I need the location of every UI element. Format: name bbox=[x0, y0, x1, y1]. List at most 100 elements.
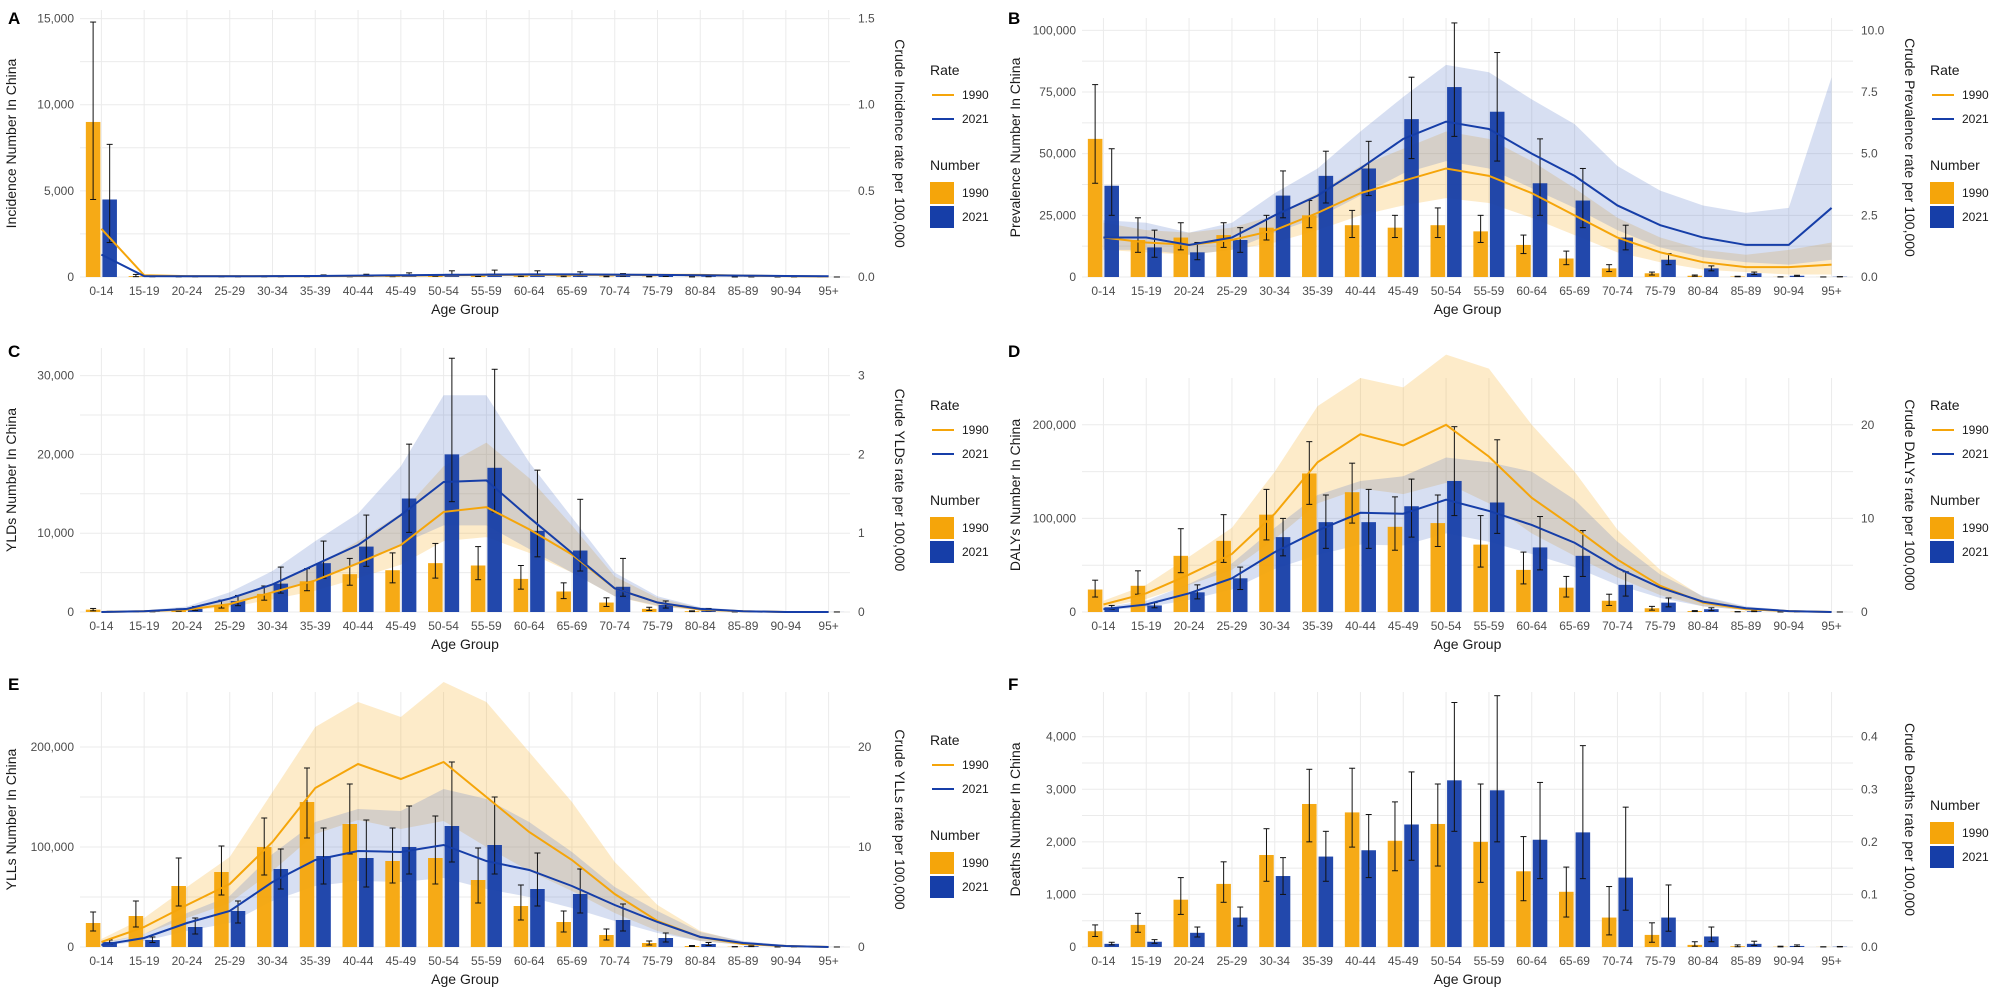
bar-2021 bbox=[230, 600, 246, 612]
x-tick-label: 45-49 bbox=[1388, 619, 1419, 633]
x-tick-label: 20-24 bbox=[1174, 619, 1205, 633]
bar-2021 bbox=[1489, 502, 1505, 612]
legend-number-key-2021 bbox=[930, 541, 954, 563]
legend-number-key-1990 bbox=[1930, 182, 1954, 204]
panel-a: 0 5,000 10,000 15,000 0.0 0.5 1.0 1.5 0-14 15-19 2… bbox=[3, 9, 989, 317]
legend-number-label: 2021 bbox=[1962, 850, 1989, 864]
x-tick-label: 60-64 bbox=[1516, 619, 1547, 633]
panel-label: C bbox=[8, 342, 20, 361]
x-tick-label: 80-84 bbox=[685, 619, 716, 633]
legend-number-title: Number bbox=[930, 492, 980, 508]
y-right-tick-label: 0 bbox=[858, 605, 865, 619]
bar-2021 bbox=[1618, 877, 1633, 947]
y-right-tick-label: 2 bbox=[858, 447, 865, 461]
y-tick-label: 0 bbox=[67, 270, 74, 284]
panel-label: E bbox=[8, 675, 19, 694]
bar-1990 bbox=[299, 802, 315, 947]
x-tick-label: 40-44 bbox=[1345, 619, 1376, 633]
x-tick-label: 40-44 bbox=[343, 284, 374, 298]
rate-band-2021 bbox=[1103, 457, 1832, 612]
y-tick-label: 20,000 bbox=[37, 447, 74, 461]
y-right-tick-label: 0.4 bbox=[1861, 730, 1878, 744]
legend-rate-label: 2021 bbox=[962, 782, 989, 796]
bar-1990 bbox=[1173, 237, 1189, 277]
x-tick-label: 80-84 bbox=[685, 954, 716, 968]
bar-2021 bbox=[1104, 185, 1119, 277]
x-tick-label: 85-89 bbox=[728, 284, 759, 298]
x-tick-label: 0-14 bbox=[89, 954, 113, 968]
bar-1990 bbox=[470, 565, 486, 612]
x-tick-label: 20-24 bbox=[172, 954, 203, 968]
bar-1990 bbox=[1259, 227, 1274, 277]
x-tick-label: 90-94 bbox=[770, 619, 801, 633]
bar-1990 bbox=[1130, 240, 1146, 277]
panel-b: 0 25,000 50,000 75,000 100,000 0.0 2.5 5.0 7.5 10… bbox=[1007, 9, 1989, 317]
bar-2021 bbox=[530, 889, 545, 947]
x-tick-label: 75-79 bbox=[1645, 954, 1676, 968]
x-tick-label: 95+ bbox=[1821, 284, 1841, 298]
bar-1990 bbox=[1302, 215, 1317, 277]
bar-1990 bbox=[1173, 555, 1189, 612]
y-tick-label: 100,000 bbox=[31, 840, 75, 854]
legend-number-title: Number bbox=[930, 157, 980, 173]
bar-1990 bbox=[1430, 225, 1446, 277]
rate-band-2021 bbox=[101, 789, 829, 947]
legend-number-key-2021 bbox=[1930, 846, 1954, 868]
x-tick-label: 55-59 bbox=[1474, 954, 1505, 968]
bar-1990 bbox=[1087, 138, 1103, 277]
bar-2021 bbox=[1147, 247, 1162, 277]
x-tick-label: 40-44 bbox=[1345, 284, 1376, 298]
legend-rate-label: 1990 bbox=[962, 88, 989, 102]
bar-2021 bbox=[1575, 832, 1591, 947]
bar-1990 bbox=[1216, 883, 1231, 947]
x-tick-label: 75-79 bbox=[642, 284, 673, 298]
bar-2021 bbox=[1575, 555, 1591, 612]
y-tick-label: 15,000 bbox=[37, 12, 74, 26]
x-tick-label: 55-59 bbox=[1474, 619, 1505, 633]
x-tick-label: 25-29 bbox=[214, 954, 245, 968]
x-tick-label: 50-54 bbox=[428, 954, 459, 968]
bar-2021 bbox=[1361, 850, 1376, 947]
legend-rate-title: Rate bbox=[1930, 62, 1960, 78]
x-tick-label: 30-34 bbox=[257, 284, 288, 298]
bar-2021 bbox=[1147, 605, 1162, 612]
legend-number-key-1990 bbox=[930, 182, 954, 204]
bar-1990 bbox=[1387, 227, 1403, 277]
bar-1990 bbox=[513, 578, 529, 612]
legend-number-label: 2021 bbox=[1962, 210, 1989, 224]
x-tick-label: 70-74 bbox=[1602, 954, 1633, 968]
legend-rate-label: 2021 bbox=[962, 112, 989, 126]
bar-1990 bbox=[1516, 569, 1531, 612]
x-tick-label: 45-49 bbox=[385, 619, 416, 633]
bar-1990 bbox=[1473, 231, 1488, 277]
bar-2021 bbox=[1404, 824, 1419, 947]
bar-2021 bbox=[1404, 119, 1419, 277]
x-tick-label: 80-84 bbox=[1688, 284, 1719, 298]
y-axis-title: DALYs Number In China bbox=[1007, 419, 1023, 571]
x-tick-label: 50-54 bbox=[428, 619, 459, 633]
bar-1990 bbox=[342, 574, 358, 612]
bar-1990 bbox=[428, 563, 443, 612]
rate-line-2021 bbox=[101, 843, 829, 948]
y-tick-label: 0 bbox=[67, 940, 74, 954]
x-tick-label: 15-19 bbox=[1131, 954, 1162, 968]
bar-1990 bbox=[1259, 854, 1274, 947]
y-tick-label: 10,000 bbox=[37, 526, 74, 540]
panel-label: A bbox=[8, 9, 20, 28]
bar-1990 bbox=[1173, 899, 1189, 947]
x-tick-label: 80-84 bbox=[685, 284, 716, 298]
x-tick-label: 20-24 bbox=[1174, 954, 1205, 968]
legend-number-label: 2021 bbox=[962, 880, 989, 894]
legend-rate-label: 1990 bbox=[1962, 423, 1989, 437]
x-tick-label: 60-64 bbox=[514, 954, 545, 968]
bar-1990 bbox=[1130, 924, 1146, 947]
x-tick-label: 50-54 bbox=[1431, 619, 1462, 633]
legend-number-key-2021 bbox=[1930, 206, 1954, 228]
rate-line-1990 bbox=[1103, 167, 1832, 269]
rate-line-2021 bbox=[1103, 498, 1832, 613]
x-tick-label: 75-79 bbox=[1645, 284, 1676, 298]
y-tick-label: 0 bbox=[1069, 270, 1076, 284]
x-tick-label: 75-79 bbox=[642, 954, 673, 968]
x-tick-label: 35-39 bbox=[300, 954, 331, 968]
x-tick-label: 25-29 bbox=[214, 619, 245, 633]
